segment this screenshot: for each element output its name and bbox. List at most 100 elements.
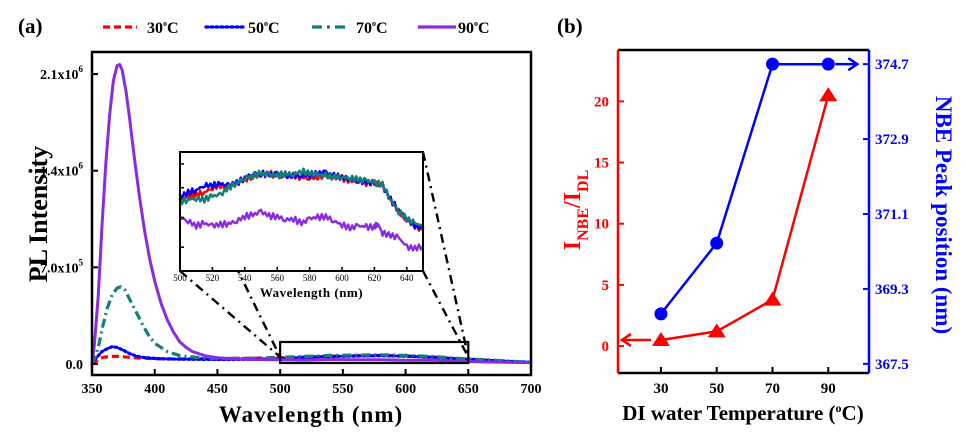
panel-a-plot: 500 520 540 560 580 600 620 640 Wavelength (nm) 3…	[40, 50, 542, 397]
panel-b: (b) 30 50 70 90 0 5 10 15 20 367.5 369.3 371.1 372.9…	[557, 14, 956, 425]
inset-series-line-70c	[178, 167, 425, 228]
legend-item-90c: 90oC	[418, 19, 490, 37]
y-tick-label: 1.4x106	[40, 161, 84, 180]
left-y-tick-label: 10	[594, 217, 609, 233]
tick-base: 0.0	[66, 358, 84, 373]
inset-x-tick-label: 640	[400, 273, 414, 283]
tick-exponent: 6	[79, 161, 84, 171]
data-point-circle	[654, 307, 668, 321]
legend-degree: o	[474, 19, 478, 28]
data-point-triangle	[707, 323, 726, 338]
x-tick-label: 90	[821, 381, 836, 397]
inset-series-line-90c	[178, 208, 425, 252]
data-point-circle	[710, 236, 724, 250]
x-tick-label: 50	[709, 381, 724, 397]
series-line-intensity-ratio	[660, 94, 830, 342]
inset-plot: 500 520 540 560 580 600 620 640 Wavelength (nm)	[173, 151, 425, 300]
series-line-peak-position	[659, 62, 829, 315]
inset-x-tick-label: 540	[238, 273, 252, 283]
legend-item-50c: 50oC	[204, 19, 280, 37]
series-line-50c	[90, 345, 533, 366]
legend-label: 70oC	[356, 19, 388, 37]
connector-line	[421, 151, 470, 358]
inset-x-tick-label: 500	[173, 273, 187, 283]
connector-line	[179, 270, 281, 358]
data-point-circle	[821, 57, 835, 71]
right-y-tick-label: 372.9	[875, 132, 909, 148]
legend-unit: C	[376, 20, 388, 37]
x-tick-label: 450	[207, 382, 228, 397]
series-line-90c	[90, 62, 533, 366]
panel-a: (a) 30oC 50oC 70oC 90oC 500 520 540 560 580 600 6…	[18, 14, 542, 427]
tick-base: 1.4x10	[40, 165, 79, 180]
legend-degree: o	[372, 19, 376, 28]
legend-temp: 30	[147, 20, 163, 37]
x-tick-label: 400	[144, 382, 165, 397]
tick-base: 2.1x10	[40, 68, 79, 83]
x-label-degree: o	[836, 401, 842, 415]
x-tick-label: 350	[82, 382, 103, 397]
x-tick-label: 30	[653, 381, 668, 397]
series-line-70c	[90, 285, 532, 365]
legend-temp: 70	[356, 20, 372, 37]
legend: 30oC 50oC 70oC 90oC	[103, 19, 490, 37]
legend-label: 30oC	[147, 19, 179, 37]
left-y-tick-label: 15	[594, 156, 609, 172]
panel-a-frame	[90, 50, 533, 377]
y-tick-label: 0.0	[66, 358, 84, 373]
inset-x-tick-label: 520	[206, 273, 220, 283]
left-arrow-icon	[619, 332, 632, 348]
legend-temp: 90	[458, 20, 474, 37]
legend-unit: C	[167, 20, 179, 37]
x-tick-label: 70	[765, 381, 780, 397]
y-tick-label: 2.1x106	[40, 64, 84, 83]
x-tick-label: 700	[521, 382, 542, 397]
connector-line	[178, 151, 282, 358]
left-y-tick-label: 20	[594, 94, 609, 110]
x-label-base: DI water Temperature (	[622, 401, 835, 425]
x-label-end: C)	[842, 401, 864, 425]
connector-line	[421, 270, 470, 358]
data-point-triangle	[819, 87, 838, 102]
legend-label: 90oC	[458, 19, 490, 37]
panel-a-x-axis-label: Wavelength (nm)	[219, 402, 403, 427]
legend-label: 50oC	[248, 19, 280, 37]
right-y-tick-label: 371.1	[875, 207, 909, 223]
panel-b-right-y-axis-label: NBE Peak position (nm)	[931, 96, 956, 334]
x-tick-label: 650	[458, 382, 479, 397]
right-arrow-icon	[847, 57, 860, 72]
panel-b-x-axis-label: DI water Temperature (oC)	[622, 401, 863, 425]
x-tick-label: 500	[270, 382, 291, 397]
inset-x-tick-label: 560	[270, 273, 284, 283]
legend-degree: o	[163, 19, 167, 28]
legend-degree: o	[264, 19, 268, 28]
right-y-tick-label: 367.5	[875, 357, 909, 373]
y-tick-label: 7.0x105	[40, 257, 84, 276]
tick-exponent: 6	[79, 64, 84, 74]
data-point-triangle	[651, 331, 670, 346]
label-sep: /I	[560, 192, 586, 209]
inset-x-tick-label: 580	[303, 273, 317, 283]
panel-a-y-axis-label: PL Intensity	[24, 146, 53, 283]
legend-item-30c: 30oC	[103, 19, 179, 37]
inset-x-axis-label: Wavelength (nm)	[260, 285, 363, 300]
label-sub-nbe: NBE	[575, 208, 592, 241]
legend-temp: 50	[248, 20, 264, 37]
data-point-triangle	[763, 291, 782, 306]
left-y-tick-label: 0	[602, 339, 610, 355]
tick-exponent: 5	[79, 257, 84, 267]
legend-unit: C	[478, 20, 490, 37]
inset-frame	[179, 151, 424, 272]
inset-x-tick-label: 620	[368, 273, 382, 283]
left-y-tick-label: 5	[602, 278, 610, 294]
panel-b-plot: 30 50 70 90 0 5 10 15 20 367.5 369.3 371.1 372.9 374.…	[594, 48, 909, 397]
zoom-region-box	[279, 340, 470, 365]
legend-unit: C	[268, 20, 280, 37]
inset-background	[180, 152, 423, 271]
tick-base: 7.0x10	[40, 261, 79, 276]
x-tick-label: 600	[395, 382, 416, 397]
label-sub-dl: DL	[575, 170, 592, 192]
panel-b-left-y-axis-label: INBE/IDL	[560, 170, 592, 251]
panel-a-label: (a)	[18, 14, 43, 38]
